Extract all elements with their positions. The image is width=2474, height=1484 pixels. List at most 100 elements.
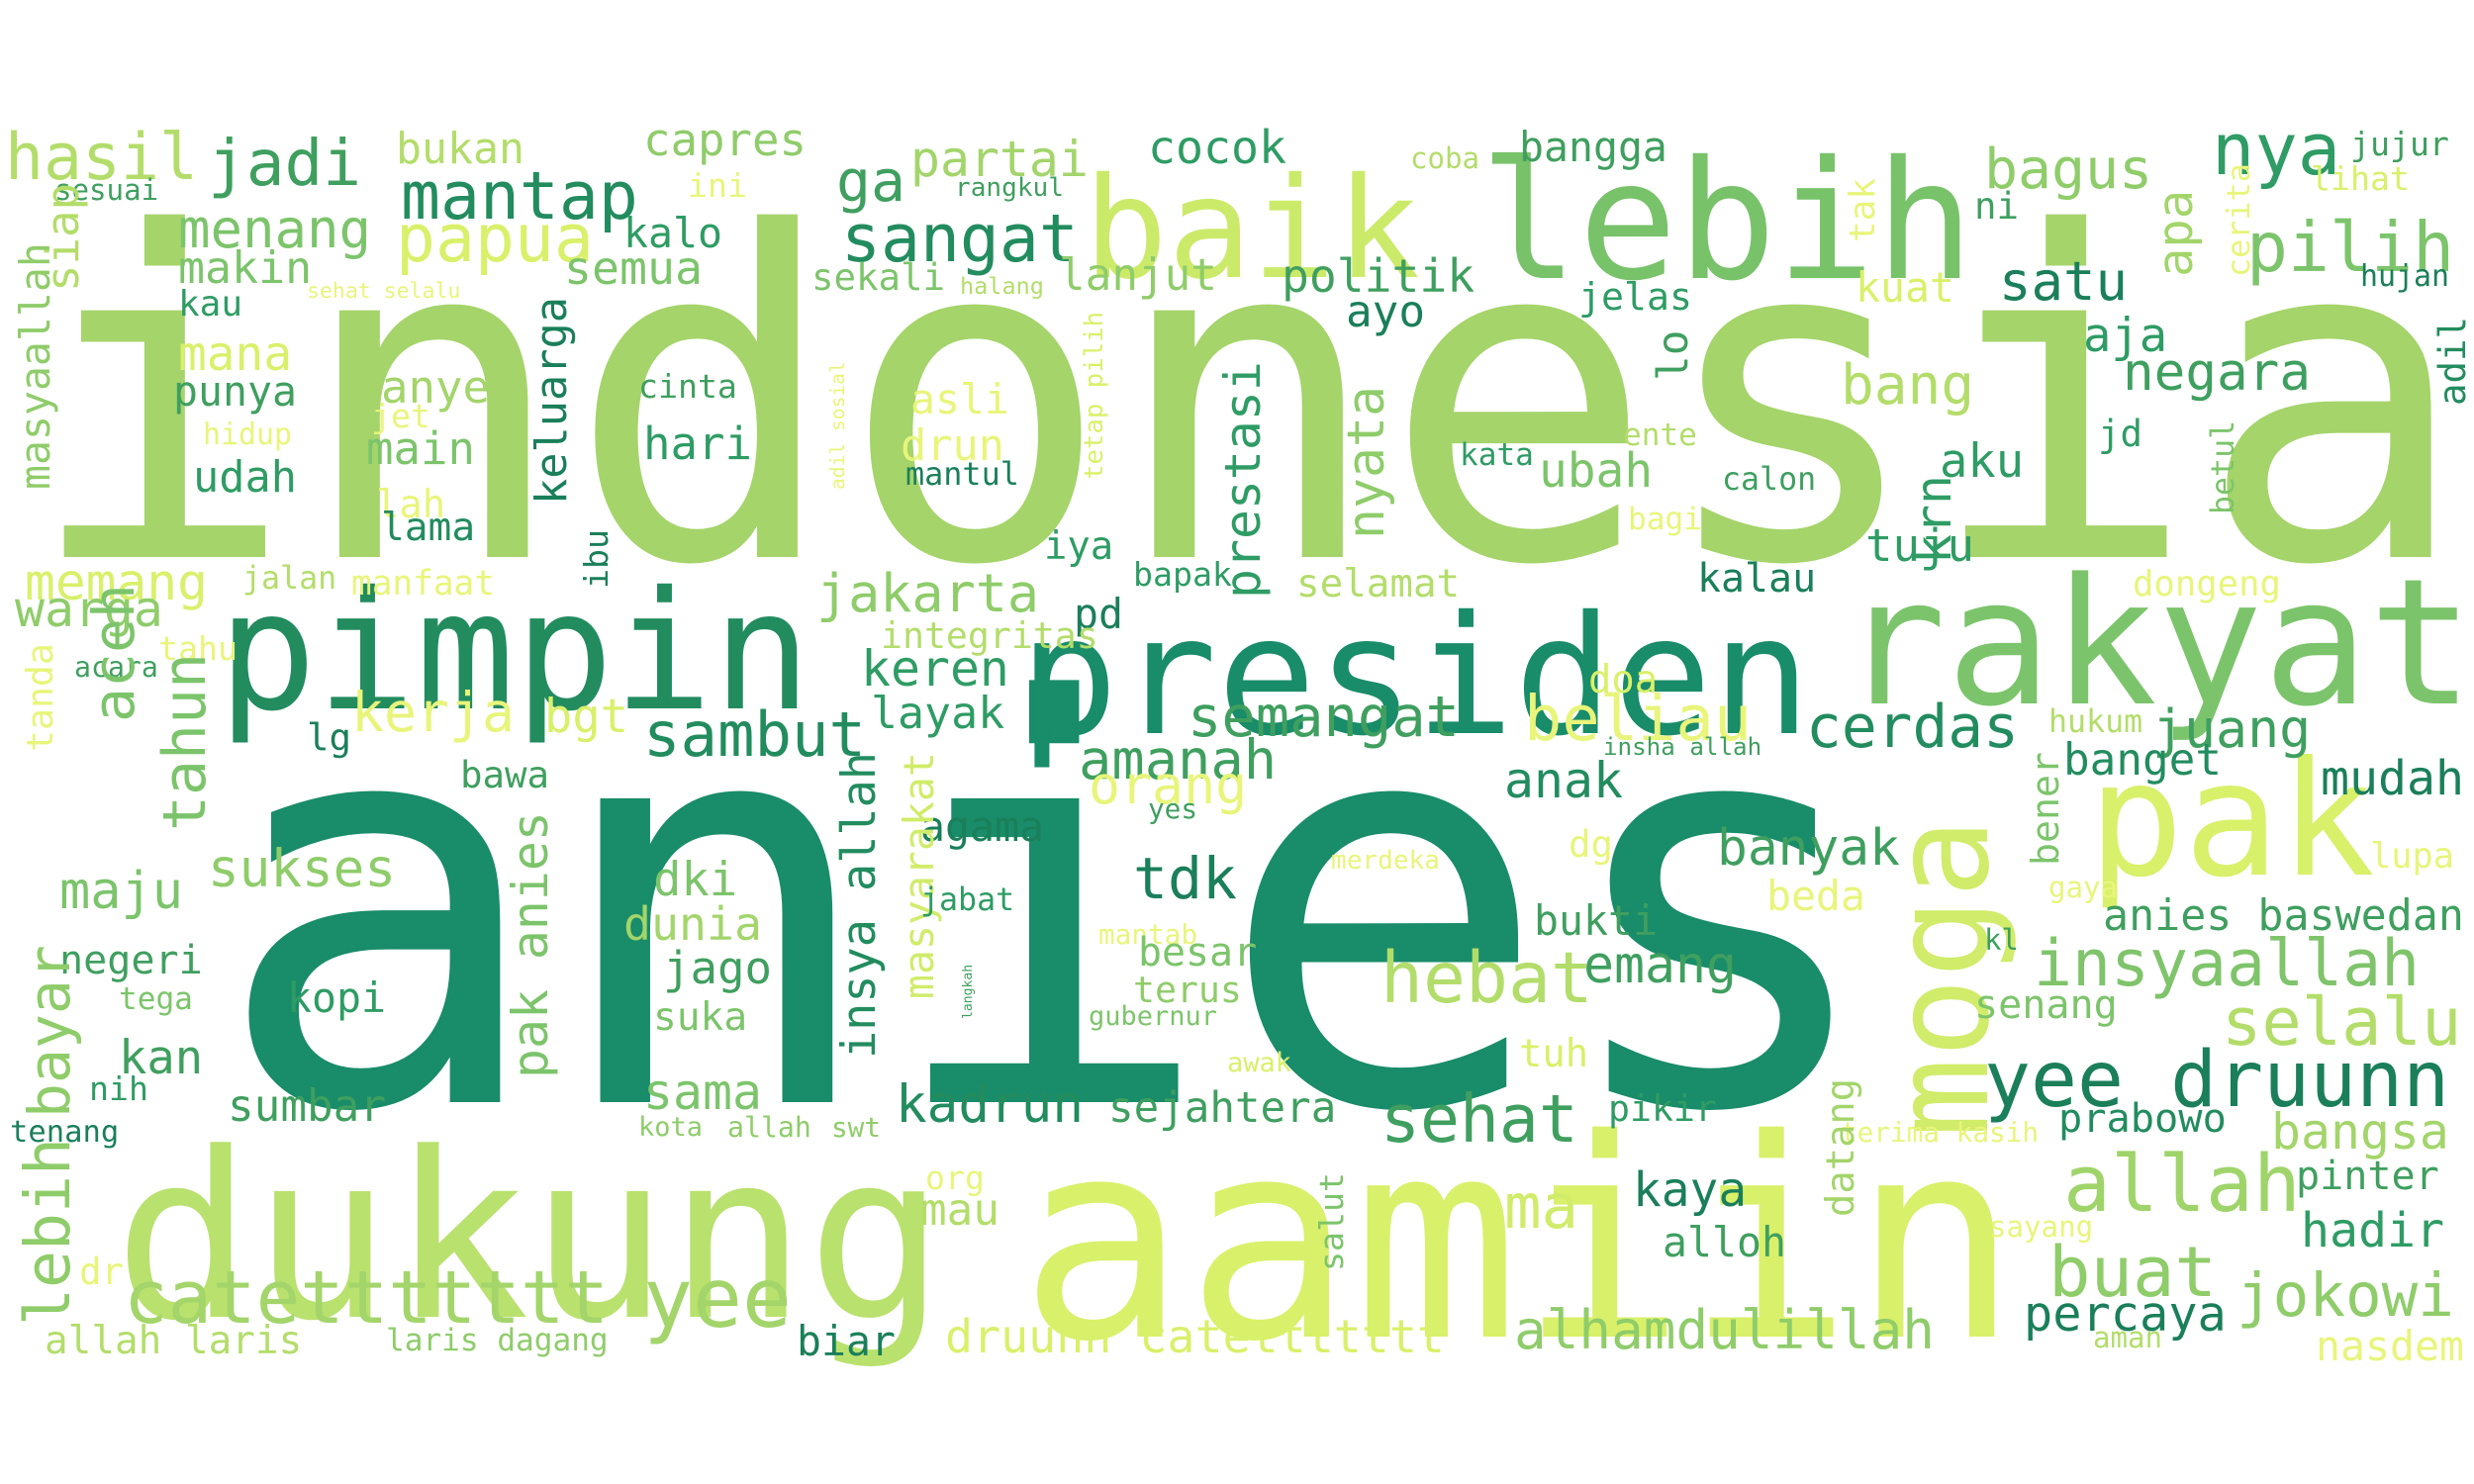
word-bangsa: bangsa xyxy=(2271,1102,2449,1160)
word-tdk: tdk xyxy=(1133,844,1237,912)
word-drun: drun xyxy=(901,420,1004,471)
word-mantul: mantul xyxy=(905,456,1019,494)
word-senang: senang xyxy=(1974,982,2118,1029)
word-amanah: amanah xyxy=(1079,729,1278,793)
word-lebih: lebih xyxy=(1479,126,1974,318)
word-bayar: bayar xyxy=(16,945,84,1118)
word-jet: jet xyxy=(371,396,430,435)
word-semangat: semangat xyxy=(1188,684,1460,750)
word-lebih: lebih xyxy=(10,1138,84,1326)
word-hidup: hidup xyxy=(203,417,292,453)
word-allah-laris: allah laris xyxy=(45,1319,303,1364)
word-politik: politik xyxy=(1282,249,1475,304)
word-capres: capres xyxy=(643,113,808,166)
word-selamat: selamat xyxy=(1296,562,1461,607)
word-insya-allah: insya allah xyxy=(832,752,887,1059)
word-rangkul: rangkul xyxy=(955,172,1064,203)
word-aman: aman xyxy=(2093,1321,2163,1355)
word-anies-baswedan: anies baswedan xyxy=(2103,890,2464,941)
word-mana: mana xyxy=(178,327,293,383)
word-iya: iya xyxy=(1044,524,1114,570)
word-terima-kasih: terima kasih xyxy=(1841,1116,2040,1150)
word-merdeka: merdeka xyxy=(1331,845,1440,876)
word-sama: sama xyxy=(643,1063,762,1121)
word-tanda: tanda xyxy=(18,643,61,752)
word-sumbar: sumbar xyxy=(228,1080,387,1132)
word-datang: datang xyxy=(1818,1077,1863,1217)
word-jabat: jabat xyxy=(920,881,1015,918)
word-presiden: presiden xyxy=(1019,581,1811,773)
word-lama: lama xyxy=(381,504,476,550)
word-bener: bener xyxy=(2025,752,2069,866)
word-satu: satu xyxy=(1999,249,2129,313)
word-layak: layak xyxy=(871,687,1005,740)
word-yee: yee xyxy=(643,1250,793,1346)
word-mantap: mantap xyxy=(401,157,638,235)
word-sesuai: sesuai xyxy=(54,173,159,208)
word-kaya: kaya xyxy=(1633,1163,1748,1219)
word-bawa: bawa xyxy=(460,752,550,796)
word-partai: partai xyxy=(910,131,1089,189)
word-salut: salut xyxy=(1311,1172,1351,1271)
word-catettttttt: catettttttt xyxy=(124,1254,610,1341)
word-insha-allah: insha allah xyxy=(1603,732,1762,761)
word-sukses: sukses xyxy=(208,839,396,900)
word-bukti: bukti xyxy=(1534,896,1658,946)
word-tahu: tahu xyxy=(158,628,238,668)
word-aku: aku xyxy=(1940,434,2025,490)
word-kopi: kopi xyxy=(287,973,386,1022)
word-gaya: gaya xyxy=(2048,871,2119,905)
word-calon: calon xyxy=(1722,461,1817,498)
word-jujur: jujur xyxy=(2350,124,2449,163)
word-insyaallah: insyaallah xyxy=(2034,927,2421,1002)
word-adil-sosial: adil sosial xyxy=(825,361,849,490)
word-kalo: kalo xyxy=(623,209,722,258)
word-manfaat: manfaat xyxy=(351,564,495,604)
word-kota: kota xyxy=(638,1112,704,1144)
word-bang: bang xyxy=(1841,353,1975,417)
word-masyaallah: masyaallah xyxy=(11,242,60,490)
word-tuh: tuh xyxy=(1519,1031,1589,1076)
word-swt: swt xyxy=(831,1111,882,1145)
word-negara: negara xyxy=(2123,341,2311,403)
word-kan: kan xyxy=(119,1030,204,1085)
word-laris-dagang: laris dagang xyxy=(386,1322,609,1358)
word-kadrun: kadrun xyxy=(896,1073,1084,1135)
word-alhamdulillah: alhamdulillah xyxy=(1514,1298,1935,1361)
word-langkah: langkah xyxy=(961,964,977,1019)
word-punya: punya xyxy=(173,367,297,417)
word-sehat: sehat xyxy=(1380,1079,1578,1158)
word-masyarakat: masyarakat xyxy=(894,752,943,999)
word-lanjut: lanjut xyxy=(1059,249,1218,301)
word-beda: beda xyxy=(1766,872,1865,921)
word-sekali: sekali xyxy=(811,255,946,300)
word-acara: acara xyxy=(74,650,158,684)
word-ayo: ayo xyxy=(1346,287,1426,338)
word-pimpin: pimpin xyxy=(218,556,811,748)
word-cinta: cinta xyxy=(638,366,737,406)
word-ni: ni xyxy=(1974,183,2020,228)
word-jalan: jalan xyxy=(242,560,337,597)
word-emang: emang xyxy=(1583,936,1738,996)
word-kuat: kuat xyxy=(1856,263,1954,313)
word-kata: kata xyxy=(1460,436,1534,473)
word-pd: pd xyxy=(1074,590,1123,639)
word-sejahtera: sejahtera xyxy=(1108,1084,1337,1134)
word-lg: lg xyxy=(307,715,352,760)
word-ubah: ubah xyxy=(1539,443,1654,499)
word-dr: dr xyxy=(79,1250,125,1294)
word-hebat: hebat xyxy=(1380,937,1593,1020)
word-bangga: bangga xyxy=(1519,122,1667,171)
word-rakyat: rakyat xyxy=(1841,541,2474,746)
word-agama: agama xyxy=(920,802,1044,852)
word-jago: jago xyxy=(663,942,773,995)
word-bagus: bagus xyxy=(1984,138,2153,203)
word-sangat: sangat xyxy=(841,199,1079,277)
word-lo: lo xyxy=(1649,329,1698,381)
word-cerdas: cerdas xyxy=(1806,693,2019,762)
word-alloh: alloh xyxy=(1663,1218,1786,1267)
word-hadir: hadir xyxy=(2301,1203,2445,1259)
word-udah: udah xyxy=(193,453,297,504)
word-jakarta: jakarta xyxy=(816,562,1040,625)
word-prabowo: prabowo xyxy=(2058,1094,2227,1142)
